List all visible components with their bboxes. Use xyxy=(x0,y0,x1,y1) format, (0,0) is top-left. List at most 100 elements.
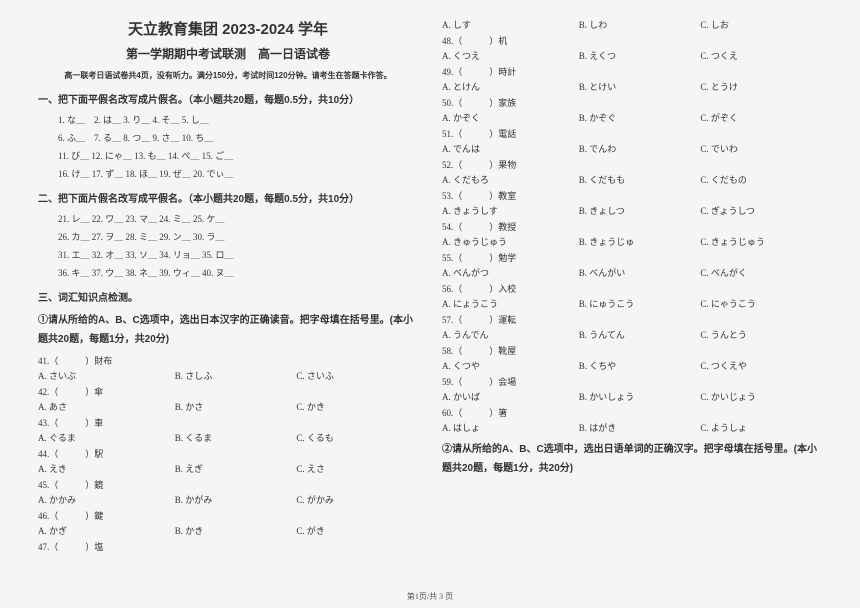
s2-line: 21. レ＿ 22. ワ＿ 23. マ＿ 24. ミ＿ 25. ケ＿ xyxy=(58,212,418,225)
s1-line: 11. び＿ 12. にゃ＿ 13. も＿ 14. ぺ＿ 15. ご＿ xyxy=(58,149,418,162)
question-block: 56.（ ）入校 A. にょうこうB. にゅうこうC. にゃうこう xyxy=(442,282,822,310)
question-choices: A. かぎB. かきC. がき xyxy=(38,524,418,537)
choice-c: C. ぎょうしつ xyxy=(700,204,822,217)
question-head: 46.（ ）鍵 xyxy=(38,509,418,522)
s2-line: 36. キ＿ 37. ウ＿ 38. ネ＿ 39. ウィ＿ 40. ヌ＿ xyxy=(58,266,418,279)
choice-a: A. ぐるま xyxy=(38,431,175,444)
question-block: 41.（ ）財布 A. さいぶB. さしふC. さいふ xyxy=(38,354,418,382)
question-head: 56.（ ）入校 xyxy=(442,282,822,295)
question-head: 59.（ ）会場 xyxy=(442,375,822,388)
question-head: 60.（ ）箸 xyxy=(442,406,822,419)
choice-b: B. かさ xyxy=(175,400,297,413)
question-block: 47.（ ）塩 xyxy=(38,540,418,553)
choice-b: B. にゅうこう xyxy=(579,297,701,310)
question-block: 60.（ ）箸A. はしょB. はがきC. ようしょ xyxy=(442,406,822,434)
question-head: 42.（ ）傘 xyxy=(38,385,418,398)
exam-page: 天立教育集团 2023-2024 学年 第一学期期中考试联测 高一日语试卷 高一… xyxy=(38,18,822,556)
left-column: 天立教育集团 2023-2024 学年 第一学期期中考试联测 高一日语试卷 高一… xyxy=(38,18,418,556)
choice-a: A. きゅうじゅう xyxy=(442,235,579,248)
question-head: 49.（ ）時計 xyxy=(442,65,822,78)
question-head: 51.（ ）電話 xyxy=(442,127,822,140)
question-block: A. しすB. しわC. しお xyxy=(442,18,822,31)
question-choices: A. べんがつB. べんがいC. べんがく xyxy=(442,266,822,279)
choice-a: A. えき xyxy=(38,462,175,475)
choice-a: A. はしょ xyxy=(442,421,579,434)
question-choices: A. でんはB. でんわC. でいわ xyxy=(442,142,822,155)
question-choices: A. えきB. えぎC. えさ xyxy=(38,462,418,475)
question-block: 45.（ ）鏡 A. かかみB. かがみC. がかみ xyxy=(38,478,418,506)
choice-c: C. つくえ xyxy=(700,49,822,62)
question-head: 44.（ ）駅 xyxy=(38,447,418,460)
choice-b: B. きょしつ xyxy=(579,204,701,217)
choice-b: B. くちや xyxy=(579,359,701,372)
choice-b: B. かき xyxy=(175,524,297,537)
question-choices: A. かかみB. かがみC. がかみ xyxy=(38,493,418,506)
choice-c: C. えさ xyxy=(296,462,418,475)
choice-c: C. かき xyxy=(296,400,418,413)
choice-b: B. さしふ xyxy=(175,369,297,382)
choice-a: A. うんでん xyxy=(442,328,579,341)
choice-c: C. しお xyxy=(700,18,822,31)
choice-a: A. あさ xyxy=(38,400,175,413)
question-choices: A. さいぶB. さしふC. さいふ xyxy=(38,369,418,382)
question-block: 42.（ ）傘 A. あさB. かさC. かき xyxy=(38,385,418,413)
choice-a: A. かいば xyxy=(442,390,579,403)
choice-c: C. かいじょう xyxy=(700,390,822,403)
choice-b: B. かぞぐ xyxy=(579,111,701,124)
question-head: 43.（ ）車 xyxy=(38,416,418,429)
choice-b: B. うんてん xyxy=(579,328,701,341)
choice-c: C. うんとう xyxy=(700,328,822,341)
choice-b: B. でんわ xyxy=(579,142,701,155)
choice-a: A. でんは xyxy=(442,142,579,155)
choice-a: A. きょうしす xyxy=(442,204,579,217)
question-choices: A. とけんB. とけいC. とうけ xyxy=(442,80,822,93)
question-block: 52.（ ）果物A. くだもろB. くだももC. くだもの xyxy=(442,158,822,186)
question-choices: A. しすB. しわC. しお xyxy=(442,18,822,31)
section2-title: 二、把下面片假名改写成平假名。（本小题共20题，每题0.5分，共10分） xyxy=(38,190,418,205)
question-choices: A. にょうこうB. にゅうこうC. にゃうこう xyxy=(442,297,822,310)
s2-line: 26. カ＿ 27. ヲ＿ 28. ミ＿ 29. ン＿ 30. ラ＿ xyxy=(58,230,418,243)
choice-a: A. くだもろ xyxy=(442,173,579,186)
question-choices: A. きょうしすB. きょしつC. ぎょうしつ xyxy=(442,204,822,217)
choice-c: C. つくえや xyxy=(700,359,822,372)
question-block: 44.（ ）駅 A. えきB. えぎC. えさ xyxy=(38,447,418,475)
choice-b: B. しわ xyxy=(579,18,701,31)
choice-a: A. かぎ xyxy=(38,524,175,537)
question-choices: A. かぞくB. かぞぐC. がぞく xyxy=(442,111,822,124)
question-head: 52.（ ）果物 xyxy=(442,158,822,171)
question-choices: A. くつえB. えくつC. つくえ xyxy=(442,49,822,62)
question-head: 45.（ ）鏡 xyxy=(38,478,418,491)
question-block: 57.（ ）運転 A. うんでんB. うんてんC. うんとう xyxy=(442,313,822,341)
section1-title: 一、把下面平假名改写成片假名。（本小题共20题，每题0.5分，共10分） xyxy=(38,91,418,106)
s1-line: 16. け＿ 17. ず＿ 18. ほ＿ 19. ぜ＿ 20. でぃ＿ xyxy=(58,167,418,180)
question-block: 58.（ ）靴屋A. くつやB. くちやC. つくえや xyxy=(442,344,822,372)
choice-c: C. べんがく xyxy=(700,266,822,279)
choice-c: C. とうけ xyxy=(700,80,822,93)
question-choices: A. あさB. かさC. かき xyxy=(38,400,418,413)
question-block: 49.（ ）時計 A. とけんB. とけいC. とうけ xyxy=(442,65,822,93)
s1-line: 6. ふ＿ 7. る＿ 8. つ＿ 9. さ＿ 10. ち＿ xyxy=(58,131,418,144)
question-choices: A. きゅうじゅうB. きょうじゅC. きょうじゅう xyxy=(442,235,822,248)
choice-c: C. くるも xyxy=(296,431,418,444)
choice-a: A. さいぶ xyxy=(38,369,175,382)
question-choices: A. かいばB. かいしょうC. かいじょう xyxy=(442,390,822,403)
questions-right: A. しすB. しわC. しお48.（ ）机A. くつえB. えくつC. つくえ… xyxy=(442,18,822,434)
choice-c: C. ようしょ xyxy=(700,421,822,434)
choice-c: C. にゃうこう xyxy=(700,297,822,310)
choice-b: B. えぎ xyxy=(175,462,297,475)
choice-b: B. くだもも xyxy=(579,173,701,186)
question-head: 55.（ ）勉学 xyxy=(442,251,822,264)
title-main: 天立教育集团 2023-2024 学年 xyxy=(38,18,418,39)
choice-b: B. べんがい xyxy=(579,266,701,279)
section3-sub2: ②请从所给的A、B、C选项中，选出日语单词的正确汉字。把字母填在括号里。(本小题… xyxy=(442,440,822,478)
question-head: 53.（ ）教室 xyxy=(442,189,822,202)
choice-a: A. とけん xyxy=(442,80,579,93)
question-block: 53.（ ）教室 A. きょうしすB. きょしつC. ぎょうしつ xyxy=(442,189,822,217)
question-head: 41.（ ）財布 xyxy=(38,354,418,367)
question-head: 57.（ ）運転 xyxy=(442,313,822,326)
s1-line: 1. な＿ 2. は＿ 3. り＿ 4. そ＿ 5. し＿ xyxy=(58,113,418,126)
choice-b: B. えくつ xyxy=(579,49,701,62)
choice-b: B. とけい xyxy=(579,80,701,93)
choice-c: C. がぞく xyxy=(700,111,822,124)
choice-a: A. かぞく xyxy=(442,111,579,124)
